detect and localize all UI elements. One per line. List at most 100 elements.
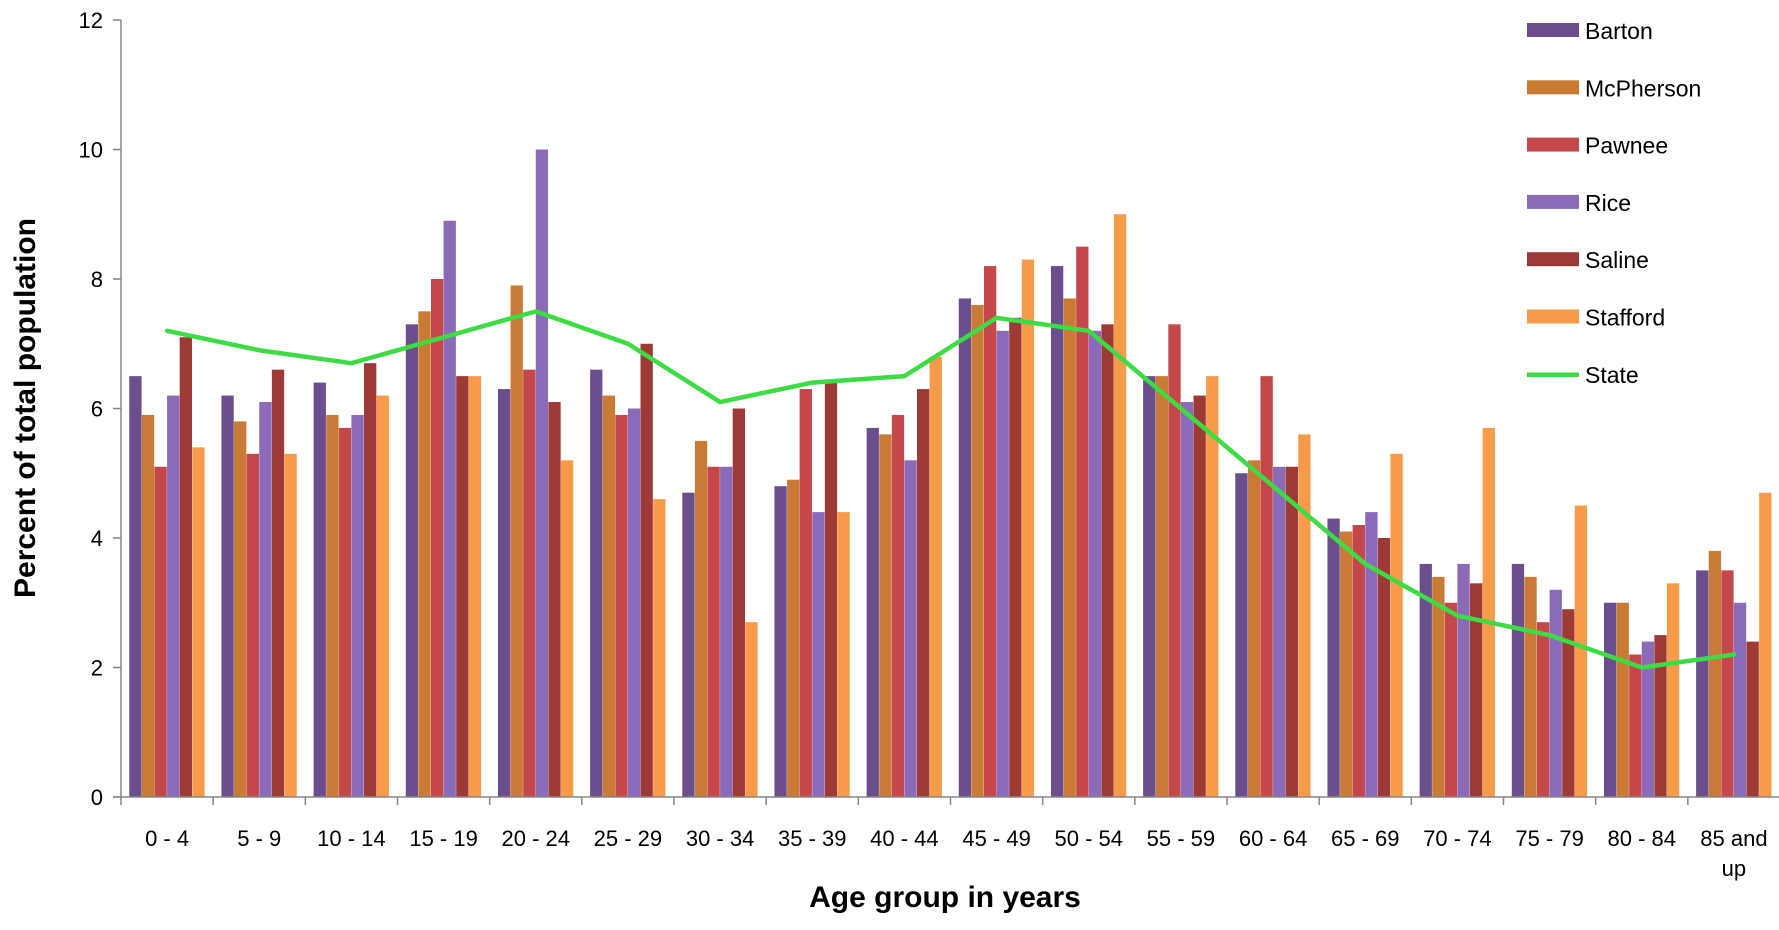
bar-stafford-15-19 xyxy=(468,376,482,797)
bar-stafford-10-14 xyxy=(376,395,389,797)
bar-pawnee-10-14 xyxy=(338,427,352,797)
bar-barton-5-9 xyxy=(221,395,234,797)
bar-saline-0-4 xyxy=(179,337,192,797)
bar-rice-65-69 xyxy=(1365,512,1378,797)
bar-saline-70-74 xyxy=(1470,583,1483,797)
bar-barton-40-44 xyxy=(866,427,879,797)
x-tick-label: 75 - 79 xyxy=(1515,826,1584,851)
bar-mcpherson-0-4 xyxy=(141,414,155,797)
bar-stafford-55-59 xyxy=(1206,376,1219,797)
x-tick-label: 35 - 39 xyxy=(778,826,847,851)
x-tick-label: 15 - 19 xyxy=(409,826,478,851)
bar-barton-55-59 xyxy=(1143,376,1156,797)
bar-mcpherson-85-and-up xyxy=(1708,550,1722,797)
bar-rice-25-29 xyxy=(627,408,641,797)
bar-rice-85-and-up xyxy=(1733,602,1747,797)
bar-mcpherson-55-59 xyxy=(1155,376,1169,797)
bar-saline-85-and-up xyxy=(1746,641,1759,797)
bar-stafford-30-34 xyxy=(745,622,758,797)
bar-mcpherson-60-64 xyxy=(1247,460,1261,797)
bar-barton-60-64 xyxy=(1235,473,1248,797)
bar-saline-75-79 xyxy=(1562,609,1575,797)
bar-stafford-75-79 xyxy=(1574,505,1588,798)
bar-pawnee-65-69 xyxy=(1352,525,1365,797)
bar-barton-20-24 xyxy=(497,389,511,797)
y-tick-label: 8 xyxy=(91,267,103,292)
x-tick-label: 85 and up xyxy=(1700,826,1767,881)
bar-saline-5-9 xyxy=(271,369,285,797)
axes-layer: 0 2 4 6 8 10 12 0 - 4 5 - 9 10 - 14 15 - 19 20 - 24… xyxy=(79,8,1779,881)
bar-barton-15-19 xyxy=(405,324,419,797)
bar-mcpherson-35-39 xyxy=(787,479,800,797)
bar-pawnee-60-64 xyxy=(1260,376,1273,797)
x-tick-label: 25 - 29 xyxy=(594,826,663,851)
bar-stafford-5-9 xyxy=(284,453,297,797)
bar-mcpherson-75-79 xyxy=(1524,576,1537,797)
bar-mcpherson-10-14 xyxy=(326,414,339,797)
bar-stafford-80-84 xyxy=(1666,583,1680,797)
x-tick-label: 55 - 59 xyxy=(1147,826,1216,851)
bars-layer xyxy=(129,149,1772,798)
bar-stafford-0-4 xyxy=(192,447,205,797)
bar-stafford-20-24 xyxy=(560,460,574,797)
bar-pawnee-30-34 xyxy=(707,466,720,797)
x-tick-label: 40 - 44 xyxy=(870,826,939,851)
x-tick-label: 45 - 49 xyxy=(962,826,1031,851)
x-tick-label: 50 - 54 xyxy=(1055,826,1124,851)
bar-barton-50-54 xyxy=(1050,266,1064,797)
legend-label-saline: Saline xyxy=(1585,247,1649,273)
bar-rice-75-79 xyxy=(1549,589,1562,797)
line-state xyxy=(164,309,1737,670)
bar-barton-30-34 xyxy=(682,492,695,797)
bar-stafford-60-64 xyxy=(1298,434,1311,797)
bar-rice-10-14 xyxy=(351,414,364,797)
legend: Barton McPherson Pawnee Rice Saline Stafford S… xyxy=(1527,18,1701,388)
bar-stafford-35-39 xyxy=(837,512,850,797)
bar-mcpherson-65-69 xyxy=(1340,531,1353,797)
legend-label-barton: Barton xyxy=(1585,18,1653,44)
bar-saline-35-39 xyxy=(824,382,838,797)
bar-stafford-65-69 xyxy=(1390,453,1403,797)
bar-pawnee-45-49 xyxy=(983,266,997,797)
bar-pawnee-25-29 xyxy=(615,414,628,797)
bar-pawnee-5-9 xyxy=(246,453,259,797)
legend-label-rice: Rice xyxy=(1585,190,1631,216)
bar-pawnee-20-24 xyxy=(523,369,536,797)
bar-pawnee-40-44 xyxy=(891,414,905,797)
bar-saline-80-84 xyxy=(1654,635,1667,798)
bar-saline-65-69 xyxy=(1377,538,1391,797)
y-tick-label: 10 xyxy=(79,138,103,163)
bar-mcpherson-25-29 xyxy=(602,395,616,797)
bar-rice-40-44 xyxy=(904,460,917,797)
bar-stafford-85-and-up xyxy=(1759,492,1772,797)
legend-swatch-mcpherson xyxy=(1527,80,1579,95)
bar-rice-55-59 xyxy=(1180,402,1194,797)
bar-pawnee-75-79 xyxy=(1536,622,1550,797)
bar-mcpherson-15-19 xyxy=(418,311,431,798)
legend-swatch-rice xyxy=(1527,194,1579,209)
bar-pawnee-55-59 xyxy=(1168,324,1181,797)
bar-barton-85-and-up xyxy=(1696,570,1709,798)
bar-stafford-45-49 xyxy=(1021,259,1035,797)
bar-mcpherson-20-24 xyxy=(510,285,523,797)
bar-barton-10-14 xyxy=(313,382,326,797)
legend-label-pawnee: Pawnee xyxy=(1585,133,1668,159)
bar-rice-60-64 xyxy=(1273,466,1286,797)
bar-rice-5-9 xyxy=(259,402,272,797)
x-tick-label: 5 - 9 xyxy=(237,826,281,851)
bar-saline-55-59 xyxy=(1193,395,1206,797)
y-axis-title: Percent of total population xyxy=(9,218,42,598)
bar-barton-45-49 xyxy=(958,298,972,797)
bar-mcpherson-70-74 xyxy=(1432,576,1445,797)
line-layer xyxy=(164,309,1737,670)
legend-label-mcpherson: McPherson xyxy=(1585,75,1701,101)
bar-saline-30-34 xyxy=(732,408,745,797)
y-tick-label: 6 xyxy=(91,397,103,422)
bar-pawnee-15-19 xyxy=(430,279,444,797)
bar-rice-50-54 xyxy=(1088,330,1102,797)
bar-saline-10-14 xyxy=(364,363,377,797)
bar-barton-65-69 xyxy=(1327,518,1340,797)
x-tick-label: 70 - 74 xyxy=(1423,826,1492,851)
x-tick-label: 65 - 69 xyxy=(1331,826,1400,851)
bar-rice-15-19 xyxy=(443,220,456,798)
